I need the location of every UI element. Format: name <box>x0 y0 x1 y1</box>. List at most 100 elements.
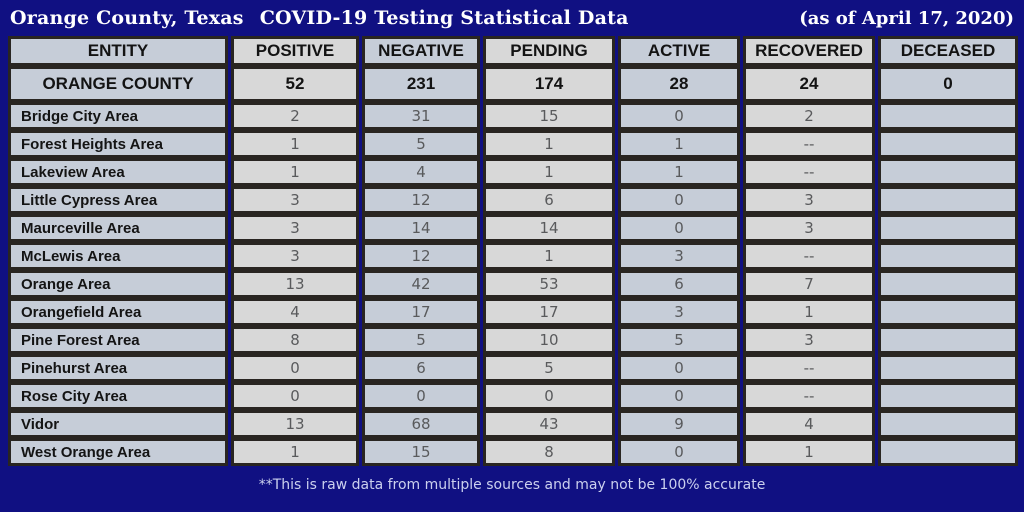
summary-cell-pending: 174 <box>483 66 615 102</box>
data-cell: 4 <box>231 298 359 326</box>
data-cell: -- <box>743 354 875 382</box>
summary-cell-positive: 52 <box>231 66 359 102</box>
data-cell: 8 <box>231 326 359 354</box>
data-cell: 13 <box>231 270 359 298</box>
data-cell: 2 <box>743 102 875 130</box>
entity-cell: Pine Forest Area <box>8 326 228 354</box>
summary-cell-recovered: 24 <box>743 66 875 102</box>
column-header-entity: ENTITY <box>8 36 228 66</box>
data-cell: 43 <box>483 410 615 438</box>
column-header-positive: POSITIVE <box>231 36 359 66</box>
data-cell <box>878 298 1018 326</box>
data-cell <box>878 270 1018 298</box>
summary-cell-active: 28 <box>618 66 740 102</box>
entity-cell: Vidor <box>8 410 228 438</box>
data-cell: 6 <box>483 186 615 214</box>
data-cell: 42 <box>362 270 480 298</box>
column-header-pending: PENDING <box>483 36 615 66</box>
data-cell: 3 <box>743 326 875 354</box>
column-header-recovered: RECOVERED <box>743 36 875 66</box>
data-cell: -- <box>743 242 875 270</box>
data-cell: 5 <box>362 326 480 354</box>
data-cell <box>878 354 1018 382</box>
data-cell: 17 <box>483 298 615 326</box>
entity-cell: McLewis Area <box>8 242 228 270</box>
data-cell: 0 <box>618 382 740 410</box>
data-cell: 12 <box>362 186 480 214</box>
data-cell: 68 <box>362 410 480 438</box>
data-cell: 53 <box>483 270 615 298</box>
data-cell: 3 <box>743 186 875 214</box>
data-cell: 3 <box>231 186 359 214</box>
data-cell: 1 <box>231 158 359 186</box>
data-cell: 1 <box>483 242 615 270</box>
data-cell: 0 <box>618 102 740 130</box>
data-cell: 7 <box>743 270 875 298</box>
data-cell: 13 <box>231 410 359 438</box>
data-cell: 31 <box>362 102 480 130</box>
data-cell <box>878 130 1018 158</box>
data-cell: 1 <box>618 130 740 158</box>
data-cell: 0 <box>618 214 740 242</box>
data-cell: 0 <box>483 382 615 410</box>
data-cell: 0 <box>618 438 740 466</box>
entity-cell: Orange Area <box>8 270 228 298</box>
data-cell <box>878 102 1018 130</box>
data-cell: 1 <box>743 438 875 466</box>
data-cell: 3 <box>231 214 359 242</box>
title-date: (as of April 17, 2020) <box>799 7 1014 29</box>
data-cell: -- <box>743 158 875 186</box>
data-cell: 5 <box>483 354 615 382</box>
summary-cell-negative: 231 <box>362 66 480 102</box>
data-cell <box>878 158 1018 186</box>
data-cell <box>878 242 1018 270</box>
data-cell: 0 <box>618 186 740 214</box>
data-cell: 6 <box>362 354 480 382</box>
data-cell: -- <box>743 382 875 410</box>
data-cell: 14 <box>483 214 615 242</box>
page: Orange County, Texas COVID-19 Testing Sta… <box>0 0 1024 493</box>
entity-cell: Forest Heights Area <box>8 130 228 158</box>
data-cell: 10 <box>483 326 615 354</box>
data-cell: 4 <box>362 158 480 186</box>
data-cell: 5 <box>618 326 740 354</box>
data-cell: 1 <box>231 438 359 466</box>
data-cell: 0 <box>231 354 359 382</box>
data-cell: 4 <box>743 410 875 438</box>
title-bar: Orange County, Texas COVID-19 Testing Sta… <box>0 0 1024 36</box>
entity-cell: Orangefield Area <box>8 298 228 326</box>
data-cell <box>878 410 1018 438</box>
data-cell: 1 <box>618 158 740 186</box>
data-cell: 1 <box>743 298 875 326</box>
data-cell: 0 <box>362 382 480 410</box>
data-cell: 1 <box>483 130 615 158</box>
data-cell: 15 <box>483 102 615 130</box>
entity-cell: Lakeview Area <box>8 158 228 186</box>
data-cell: 5 <box>362 130 480 158</box>
data-cell <box>878 326 1018 354</box>
page-title: Orange County, Texas COVID-19 Testing Sta… <box>10 7 629 29</box>
entity-cell: Little Cypress Area <box>8 186 228 214</box>
data-cell: 3 <box>618 242 740 270</box>
data-cell <box>878 214 1018 242</box>
entity-cell: Pinehurst Area <box>8 354 228 382</box>
data-cell: 3 <box>743 214 875 242</box>
column-header-deceased: DECEASED <box>878 36 1018 66</box>
data-cell: 14 <box>362 214 480 242</box>
data-cell <box>878 186 1018 214</box>
footer-note: **This is raw data from multiple sources… <box>258 477 766 493</box>
title-subject: COVID-19 Testing Statistical Data <box>259 7 629 29</box>
data-cell: 2 <box>231 102 359 130</box>
column-header-negative: NEGATIVE <box>362 36 480 66</box>
data-cell: 0 <box>618 354 740 382</box>
data-cell <box>878 382 1018 410</box>
entity-cell: West Orange Area <box>8 438 228 466</box>
entity-cell: Rose City Area <box>8 382 228 410</box>
data-cell: 3 <box>618 298 740 326</box>
covid-table: ENTITY POSITIVE NEGATIVE PENDING ACTIVE RECOV… <box>8 36 1018 466</box>
summary-cell-deceased: 0 <box>878 66 1018 102</box>
data-cell: 12 <box>362 242 480 270</box>
data-cell: 6 <box>618 270 740 298</box>
entity-cell: Bridge City Area <box>8 102 228 130</box>
data-cell: 15 <box>362 438 480 466</box>
